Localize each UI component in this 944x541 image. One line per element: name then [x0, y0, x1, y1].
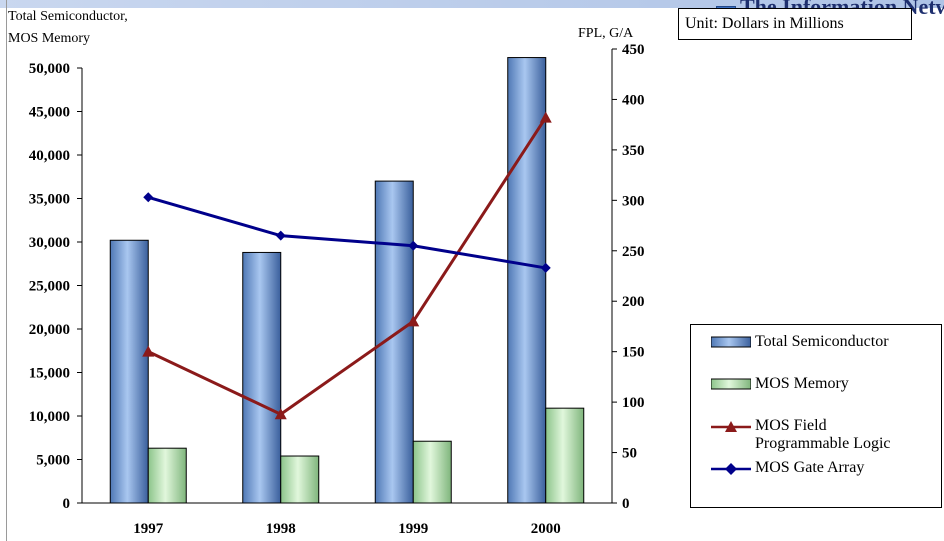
bar-total-semiconductor-2000 — [507, 57, 547, 504]
left-tick-label: 30,000 — [29, 235, 70, 251]
left-tick-label: 15,000 — [29, 366, 70, 382]
point-mos-gate-array-1998 — [275, 230, 286, 241]
line-mos-field-programmable-logic — [147, 116, 548, 416]
left-tick-label: 10,000 — [29, 409, 70, 425]
legend-label-mos-gate-array: MOS Gate Array — [755, 459, 865, 476]
point-mos-gate-array-2000 — [540, 262, 551, 273]
x-tick-label: 1997 — [133, 521, 164, 537]
legend: Total Semiconductor MOS Memory MOS Field… — [690, 324, 942, 508]
left-tick-label: 35,000 — [29, 192, 70, 208]
right-tick-label: 50 — [622, 446, 637, 462]
right-tick-label: 150 — [622, 345, 645, 361]
right-tick-label: 450 — [622, 42, 645, 58]
unit-label-box: Unit: Dollars in Millions — [678, 8, 912, 40]
line-mos-gate-array — [147, 195, 546, 270]
point-mos-field-programmable-logic-1997 — [142, 345, 155, 357]
right-tick-label: 400 — [622, 92, 645, 108]
top-bar — [0, 0, 944, 8]
legend-swatch-triangle-line — [711, 421, 751, 432]
bar-total-semiconductor-1998 — [242, 251, 282, 504]
legend-label-total-semiconductor: Total Semiconductor — [755, 333, 889, 350]
x-tick-label: 2000 — [531, 521, 561, 537]
point-mos-field-programmable-logic-1999 — [407, 315, 420, 327]
x-tick-label: 1998 — [266, 521, 296, 537]
right-tick-label: 0 — [622, 496, 630, 512]
point-mos-gate-array-1997 — [143, 192, 154, 203]
right-tick-label: 100 — [622, 395, 645, 411]
legend-swatch-blue-bar — [711, 336, 751, 348]
legend-swatch-green-bar — [711, 378, 751, 390]
point-mos-gate-array-1999 — [408, 240, 419, 251]
right-axis-title: FPL, G/A — [578, 26, 634, 41]
left-border-line — [6, 0, 7, 541]
left-axis-title-line-1: Total Semiconductor, — [8, 9, 128, 24]
left-tick-label: 5,000 — [36, 453, 70, 469]
right-tick-label: 250 — [622, 244, 645, 260]
left-axis-title-line-2: MOS Memory — [8, 31, 90, 46]
legend-swatch-diamond-line — [711, 463, 751, 475]
lines-group — [142, 111, 552, 420]
bars-group — [109, 57, 585, 504]
bar-mos-memory-1998 — [280, 455, 320, 504]
bar-mos-memory-2000 — [545, 407, 585, 504]
left-tick-label: 0 — [63, 496, 71, 512]
point-mos-field-programmable-logic-2000 — [539, 111, 552, 123]
bar-mos-memory-1999 — [412, 440, 452, 504]
legend-label-mos-fpl-line-2: Programmable Logic — [755, 435, 891, 452]
right-tick-label: 200 — [622, 294, 645, 310]
left-tick-label: 40,000 — [29, 148, 70, 164]
axes-group: 0 5,000 10,000 15,000 20,000 25,000 30,000 35,0… — [29, 42, 645, 537]
right-tick-label: 350 — [622, 143, 645, 159]
left-tick-label: 50,000 — [29, 61, 70, 77]
left-tick-label: 20,000 — [29, 322, 70, 338]
left-tick-label: 45,000 — [29, 105, 70, 121]
bar-total-semiconductor-1999 — [374, 180, 414, 504]
point-mos-field-programmable-logic-1998 — [274, 408, 287, 420]
bar-total-semiconductor-1997 — [109, 239, 149, 504]
right-tick-label: 300 — [622, 193, 645, 209]
bar-mos-memory-1997 — [147, 447, 187, 504]
left-tick-label: 25,000 — [29, 279, 70, 295]
legend-label-mos-fpl-line-1: MOS Field — [755, 417, 827, 434]
legend-label-mos-memory: MOS Memory — [755, 375, 849, 392]
x-tick-label: 1999 — [398, 521, 428, 537]
unit-label: Unit: Dollars in Millions — [685, 15, 844, 32]
